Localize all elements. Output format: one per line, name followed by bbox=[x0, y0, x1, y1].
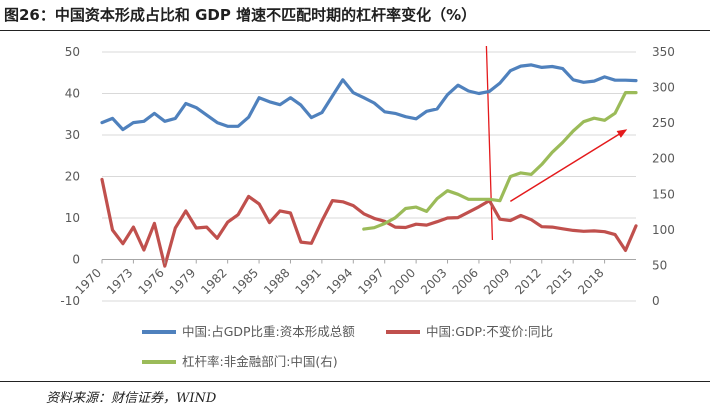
source-note: 资料来源：财信证券，WIND bbox=[46, 391, 217, 406]
series-lines bbox=[100, 63, 638, 268]
right-tick-label: 300 bbox=[652, 81, 675, 95]
x-tick-label: 1988 bbox=[261, 266, 292, 297]
right-tick-label: 0 bbox=[652, 294, 660, 308]
chart: -10 0 10 20 30 40 50 0 50 100 150 200 250 300 350 197… bbox=[60, 45, 675, 369]
left-tick-label: 40 bbox=[65, 87, 80, 101]
series-line-1 bbox=[100, 63, 638, 132]
right-tick-label: 250 bbox=[652, 116, 675, 130]
x-tick-label: 1973 bbox=[104, 266, 135, 297]
annotations bbox=[485, 45, 628, 241]
x-tick-label: 2003 bbox=[418, 266, 449, 297]
x-tick-label: 2009 bbox=[481, 266, 512, 297]
left-tick-label: 20 bbox=[65, 170, 80, 184]
left-tick-label: -10 bbox=[60, 294, 80, 308]
right-tick-label: 100 bbox=[652, 223, 675, 237]
x-tick-label: 1976 bbox=[135, 266, 166, 297]
series-line-2 bbox=[100, 177, 638, 268]
legend: 中国:占GDP比重:资本形成总额 中国:GDP:不变价:同比杠杆率:非金融部门:中… bbox=[142, 324, 553, 369]
series-line-3 bbox=[362, 90, 638, 231]
x-tick-label: 1982 bbox=[198, 266, 229, 297]
trend-arrow bbox=[509, 129, 628, 203]
x-tick-label: 1994 bbox=[324, 266, 355, 297]
figure-title: 图26：中国资本形成占比和 GDP 增速不匹配时期的杠杆率变化（%） bbox=[4, 6, 477, 24]
right-tick-label: 350 bbox=[652, 45, 675, 59]
x-tick-label: 1979 bbox=[167, 266, 198, 297]
legend-label-2: 中国:GDP:不变价:同比 bbox=[426, 324, 553, 339]
vertical-marker-line bbox=[485, 45, 494, 241]
x-tick-label: 2018 bbox=[575, 266, 606, 297]
right-tick-label: 150 bbox=[652, 187, 675, 201]
x-tick-label: 2012 bbox=[512, 266, 543, 297]
right-tick-label: 50 bbox=[652, 258, 667, 272]
x-tick-label: 1997 bbox=[355, 266, 386, 297]
right-tick-label: 200 bbox=[652, 152, 675, 166]
left-tick-label: 10 bbox=[65, 211, 80, 225]
legend-label-1: 中国:占GDP比重:资本形成总额 bbox=[182, 324, 355, 339]
grid-lines bbox=[102, 51, 636, 302]
x-tick-label: 1991 bbox=[293, 266, 324, 297]
x-tick-label: 1985 bbox=[230, 266, 261, 297]
x-axis-ticks: 1970 1973 1976 1979 1982 1985 1988 1991 1994 1997… bbox=[73, 259, 607, 297]
x-tick-label: 2006 bbox=[450, 266, 481, 297]
left-tick-label: 30 bbox=[65, 128, 80, 142]
left-axis-ticks: -10 0 10 20 30 40 50 bbox=[60, 45, 80, 308]
left-tick-label: 0 bbox=[72, 253, 80, 267]
right-axis-ticks: 0 50 100 150 200 250 300 350 bbox=[652, 45, 675, 308]
x-tick-label: 2000 bbox=[387, 266, 418, 297]
x-tick-label: 1970 bbox=[73, 266, 104, 297]
x-tick-label: 2015 bbox=[544, 266, 575, 297]
source-rule bbox=[0, 381, 710, 382]
title-rule bbox=[0, 30, 710, 31]
left-tick-label: 50 bbox=[65, 45, 80, 59]
legend-label-3: 杠杆率:非金融部门:中国(右) bbox=[182, 354, 338, 369]
